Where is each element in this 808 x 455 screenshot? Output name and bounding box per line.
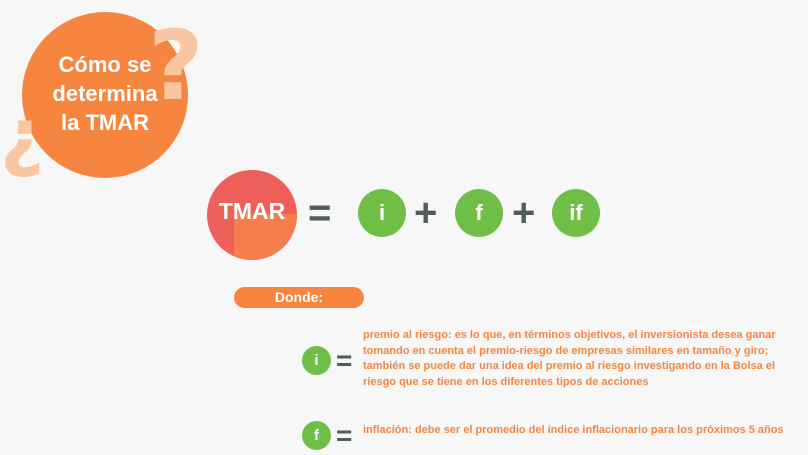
tmar-circle-shade: [234, 214, 297, 260]
title-line-3: la TMAR: [61, 110, 149, 135]
definition-f-text: inflación: debe ser el promedio del índi…: [363, 424, 784, 436]
donde-label: Donde:: [234, 287, 364, 308]
page-title: Cómo se determina la TMAR: [22, 50, 188, 137]
definition-i-symbol: i: [302, 346, 331, 375]
question-mark-open-icon: ¿: [0, 91, 45, 180]
formula-plus-sign-2: +: [512, 191, 536, 235]
tmar-label: TMAR: [218, 198, 286, 224]
term-f-circle: f: [455, 189, 503, 237]
formula-equals-sign: =: [308, 191, 332, 235]
question-mark-close-icon: ?: [148, 10, 204, 122]
term-i-circle: i: [358, 189, 406, 237]
definition-f-symbol: f: [302, 421, 331, 450]
title-line-2: determina: [52, 81, 158, 106]
title-circle: [22, 12, 188, 178]
formula-plus-sign-1: +: [414, 191, 438, 235]
definition-f-equals: =: [336, 420, 353, 451]
title-line-1: Cómo se: [58, 52, 152, 77]
definition-i-equals: =: [336, 345, 353, 376]
tmar-circle: [207, 170, 297, 260]
definition-i-text: premio al riesgo: es lo que, en términos…: [363, 329, 776, 388]
term-if-circle: if: [552, 189, 600, 237]
